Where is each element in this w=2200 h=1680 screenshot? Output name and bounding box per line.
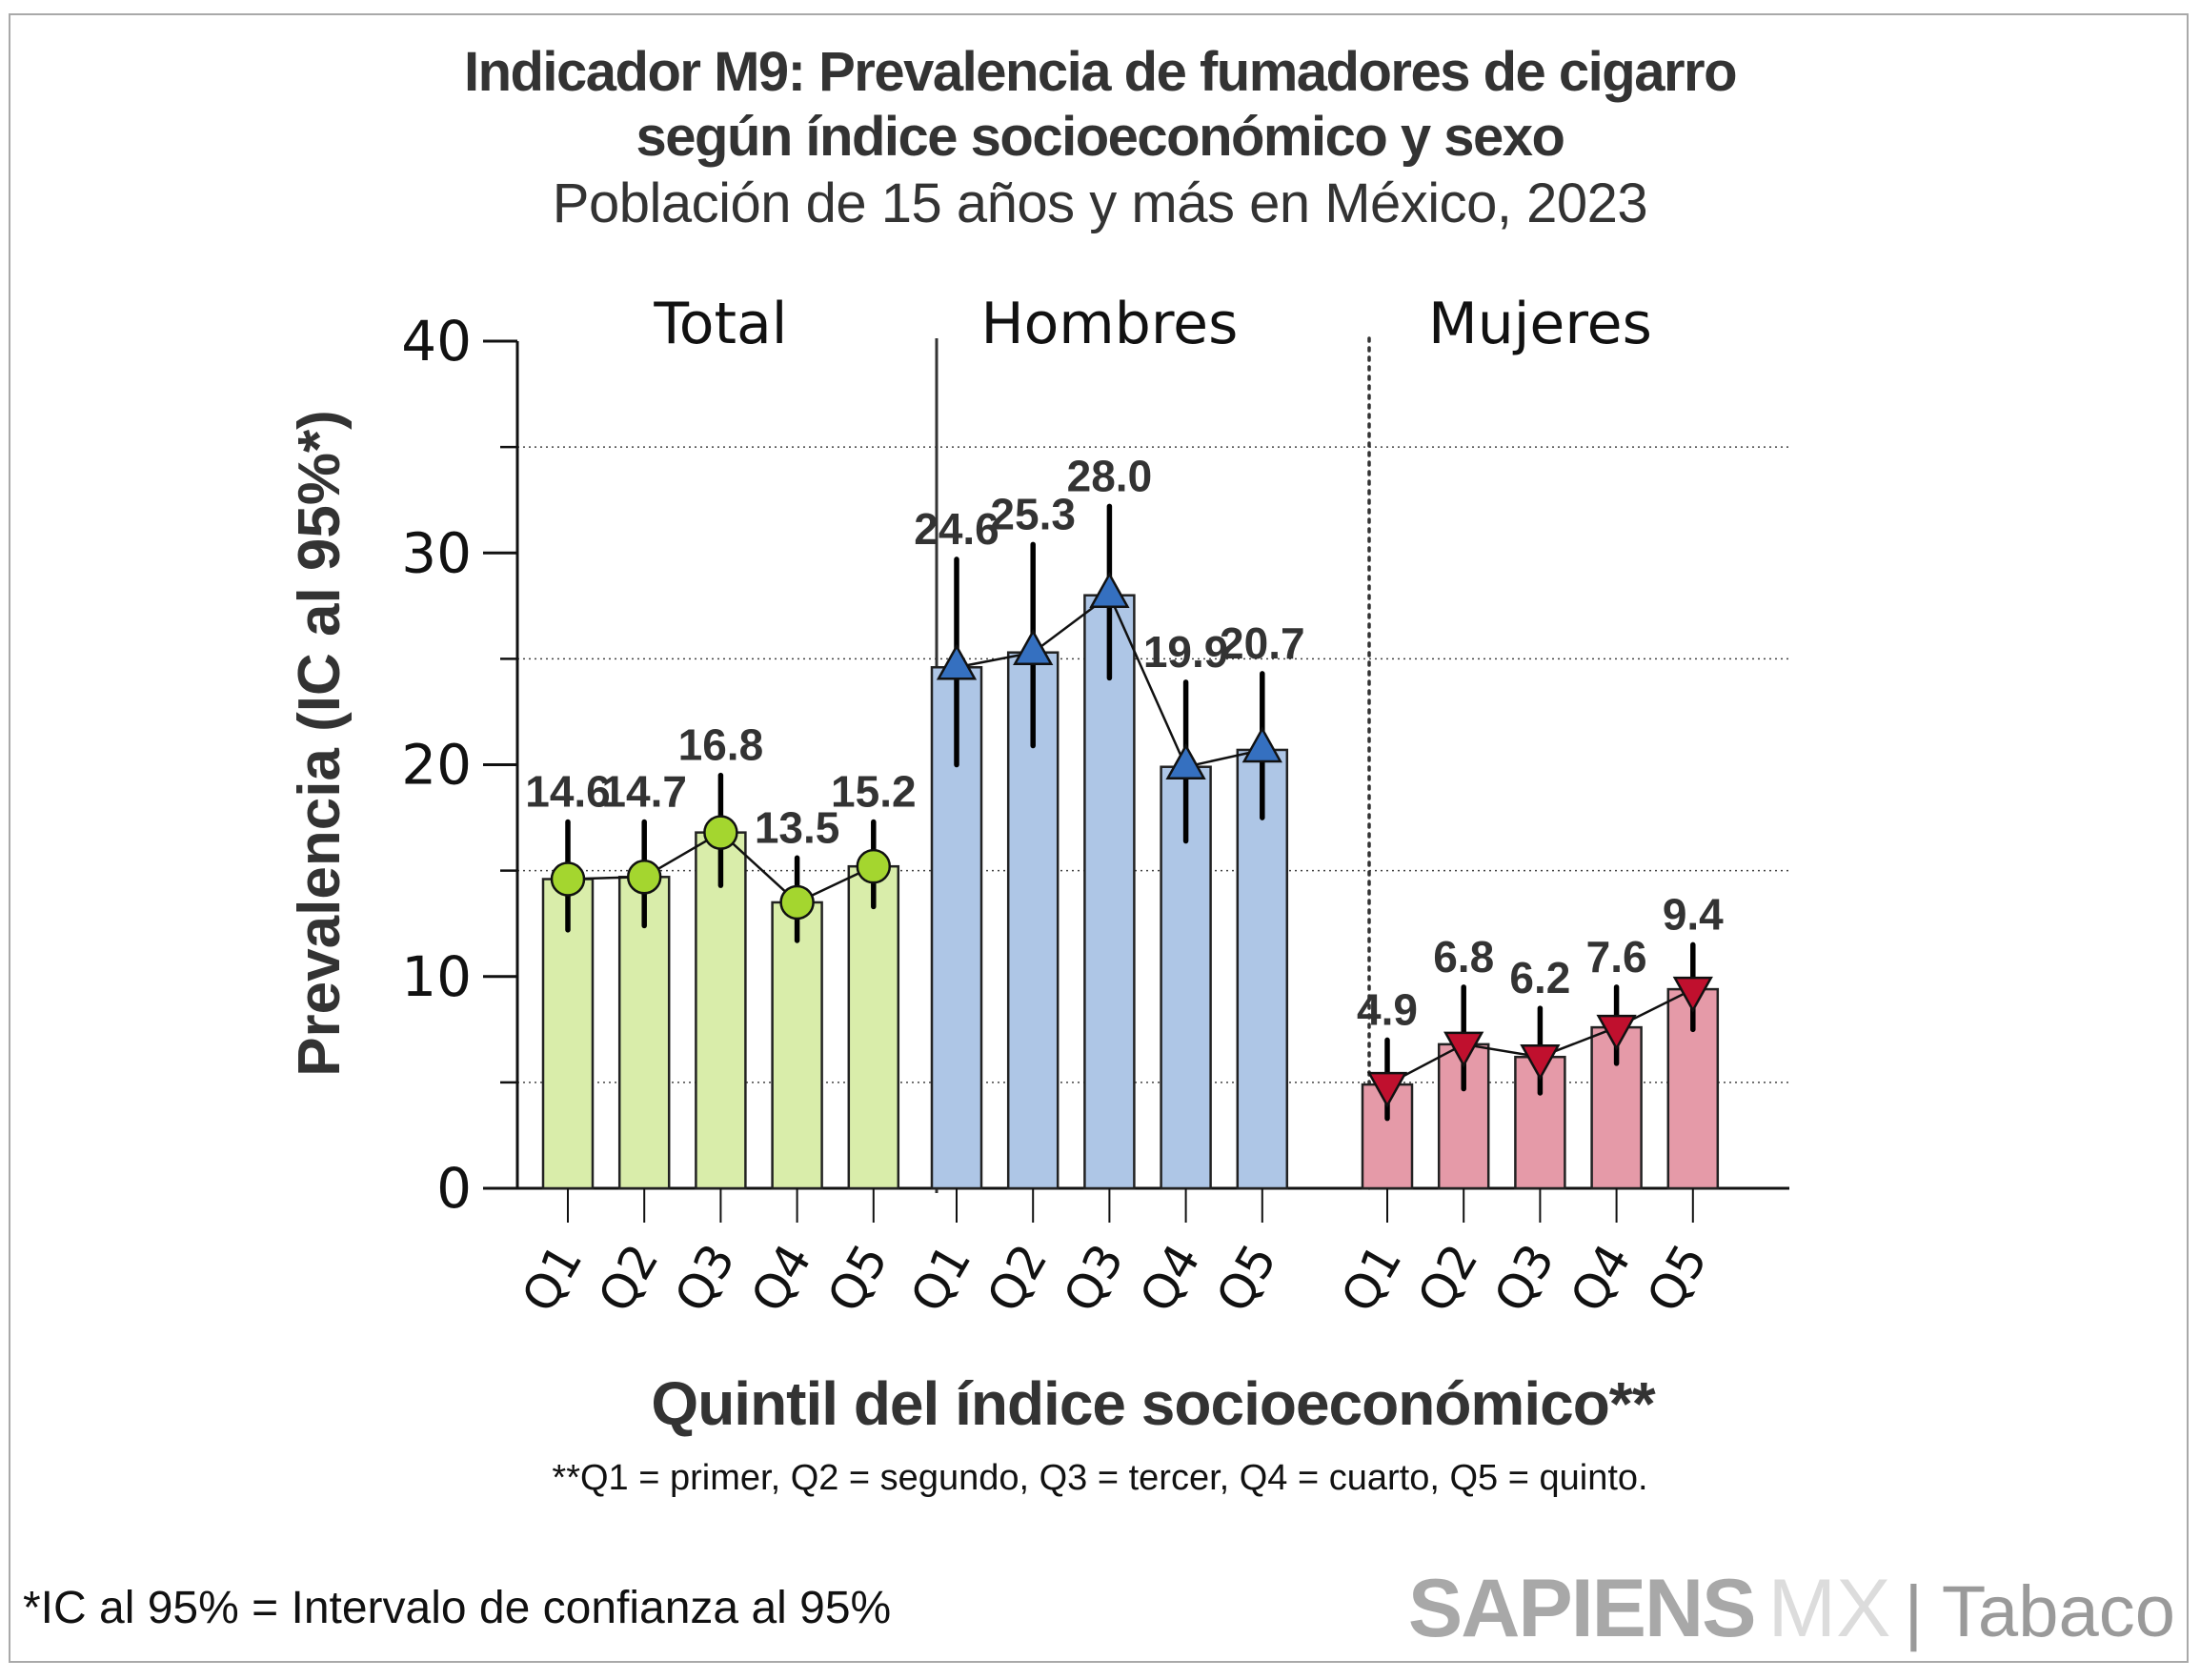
group-label-mujeres: Mujeres xyxy=(1428,291,1652,357)
marker-triangle-up xyxy=(936,643,978,680)
bar-hombres-q5 xyxy=(1236,748,1289,1190)
marker-triangle-up xyxy=(1089,572,1130,608)
data-label: 24.6 xyxy=(914,504,999,554)
data-label: 6.8 xyxy=(1433,932,1494,982)
marker-circle xyxy=(779,884,815,921)
data-label: 7.6 xyxy=(1586,932,1647,982)
data-label: 19.9 xyxy=(1143,627,1229,677)
data-label: 28.0 xyxy=(1067,451,1153,500)
group-label-total: Total xyxy=(653,291,787,357)
x-tick-label: Q3 xyxy=(1053,1235,1135,1322)
data-label: 9.4 xyxy=(1663,889,1724,939)
data-label: 20.7 xyxy=(1220,618,1305,668)
y-tick-label: 30 xyxy=(401,520,472,585)
y-tick-label: 10 xyxy=(401,944,472,1009)
data-label: 16.8 xyxy=(678,720,764,770)
x-tick-label: Q2 xyxy=(1407,1235,1489,1322)
x-tick-label: Q3 xyxy=(1483,1235,1565,1322)
ic-footnote: *IC al 95% = Intervalo de confianza al 9… xyxy=(23,1583,892,1633)
marker-circle xyxy=(626,860,662,895)
x-tick-label: Q4 xyxy=(1129,1235,1211,1322)
brand-logo: SAPIENS MX | Tabaco xyxy=(1408,1561,2175,1660)
brand-section: | Tabaco xyxy=(1904,1571,2175,1652)
brand-bold: SAPIENS xyxy=(1407,1563,1757,1654)
bar-total-q2 xyxy=(617,876,671,1190)
marker-triangle-down xyxy=(1672,976,1713,1013)
marker-triangle-up xyxy=(1241,726,1282,763)
bar-total-q5 xyxy=(847,864,900,1190)
marker-triangle-down xyxy=(1596,1014,1637,1051)
marker-triangle-up xyxy=(1013,629,1054,665)
quintile-footnote: **Q1 = primer, Q2 = segundo, Q3 = tercer… xyxy=(552,1458,1648,1498)
bar-total-q3 xyxy=(695,831,747,1190)
bar-hombres-q3 xyxy=(1083,594,1136,1190)
y-tick-label: 20 xyxy=(401,733,472,798)
marker-circle xyxy=(856,848,892,884)
x-tick-label: Q2 xyxy=(977,1235,1059,1322)
x-tick-label: Q5 xyxy=(817,1235,898,1322)
x-tick-label: Q5 xyxy=(1636,1235,1718,1322)
data-label: 4.9 xyxy=(1357,984,1418,1034)
marker-triangle-down xyxy=(1443,1031,1484,1068)
data-label: 6.2 xyxy=(1509,953,1570,1002)
x-tick-label: Q1 xyxy=(900,1235,982,1322)
group-label-hombres: Hombres xyxy=(980,291,1238,357)
y-tick-label: 40 xyxy=(401,309,472,374)
marker-triangle-down xyxy=(1366,1071,1408,1108)
data-label: 14.7 xyxy=(601,767,687,817)
data-label: 14.6 xyxy=(525,767,611,817)
x-axis-title: Quintil del índice socioeconómico** xyxy=(651,1369,1655,1438)
x-tick-label: Q3 xyxy=(664,1235,746,1322)
x-tick-label: Q5 xyxy=(1205,1235,1287,1322)
data-label: 15.2 xyxy=(831,767,917,817)
data-label: 13.5 xyxy=(755,802,840,852)
bar-total-q4 xyxy=(771,901,823,1190)
y-axis-title: Prevalencia (IC al 95%*) xyxy=(287,410,353,1077)
data-label: 25.3 xyxy=(990,489,1076,538)
chart-subtitle: Población de 15 años y más en México, 20… xyxy=(552,172,1648,234)
x-tick-label: Q1 xyxy=(512,1235,594,1322)
marker-triangle-down xyxy=(1520,1043,1561,1081)
x-tick-label: Q4 xyxy=(740,1235,822,1322)
brand-light: MX xyxy=(1767,1563,1891,1654)
x-tick-label: Q4 xyxy=(1560,1235,1642,1322)
marker-triangle-up xyxy=(1165,743,1206,779)
x-tick-label: Q1 xyxy=(1331,1235,1413,1322)
y-tick-label: 0 xyxy=(436,1156,472,1221)
chart-title-line2: según índice socioeconómico y sexo xyxy=(636,106,1565,168)
marker-circle xyxy=(703,815,738,850)
chart-title-line1: Indicador M9: Prevalencia de fumadores d… xyxy=(463,41,1738,103)
x-tick-label: Q2 xyxy=(588,1235,670,1322)
marker-circle xyxy=(550,861,586,897)
